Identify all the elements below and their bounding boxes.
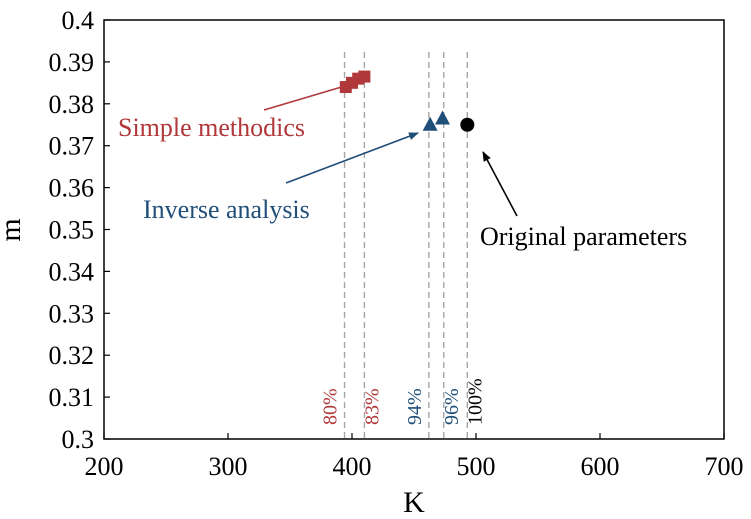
point-triangle-1: [435, 110, 451, 125]
inverse-analysis-arrow: [285, 132, 419, 184]
y-axis-ticks: 0.3 0.31 0.32 0.33 0.34 0.35 0.36 0.37 0.38 0.39 0…: [49, 6, 110, 454]
original-parameters-label: Original parameters: [480, 222, 687, 251]
y-tick-label: 0.33: [49, 299, 95, 328]
y-tick-label: 0.35: [49, 216, 95, 245]
reference-line-label-2: 94%: [404, 388, 426, 425]
point-circle-0: [460, 117, 475, 132]
x-tick-label: 200: [85, 452, 124, 481]
point-triangle-0: [422, 116, 438, 131]
y-tick-label: 0.34: [49, 257, 95, 286]
x-axis-label: K: [403, 486, 425, 519]
y-axis-label: m: [0, 218, 27, 241]
simple-methodics-label: Simple methodics: [118, 113, 305, 142]
y-tick-label: 0.31: [49, 383, 95, 412]
x-tick-label: 400: [333, 452, 372, 481]
x-tick-label: 300: [209, 452, 248, 481]
reference-line-label-0: 80%: [320, 388, 342, 425]
y-tick-label: 0.37: [49, 132, 95, 161]
data-points: [339, 70, 475, 132]
original-parameters-arrow: [482, 151, 518, 217]
point-square-3: [358, 70, 371, 83]
x-tick-label: 500: [457, 452, 496, 481]
y-tick-label: 0.36: [49, 174, 95, 203]
x-tick-label: 600: [581, 452, 620, 481]
reference-line-label-3: 96%: [441, 388, 463, 425]
reference-line-label-1: 83%: [361, 388, 383, 425]
y-tick-label: 0.38: [49, 90, 95, 119]
reference-line-labels: 80% 83% 94% 96% 100%: [320, 378, 487, 425]
inverse-analysis-label: Inverse analysis: [143, 195, 310, 224]
x-axis-ticks: 200 300 400 500 600 700: [85, 433, 744, 481]
y-tick-label: 0.3: [62, 425, 95, 454]
reference-lines: [343, 52, 469, 439]
y-tick-label: 0.4: [62, 6, 95, 35]
x-tick-label: 700: [705, 452, 744, 481]
annotations: Simple methodics Inverse analysis Original…: [118, 113, 687, 251]
y-tick-label: 0.39: [49, 48, 95, 77]
y-tick-label: 0.32: [49, 341, 95, 370]
reference-line-label-4: 100%: [464, 378, 486, 425]
